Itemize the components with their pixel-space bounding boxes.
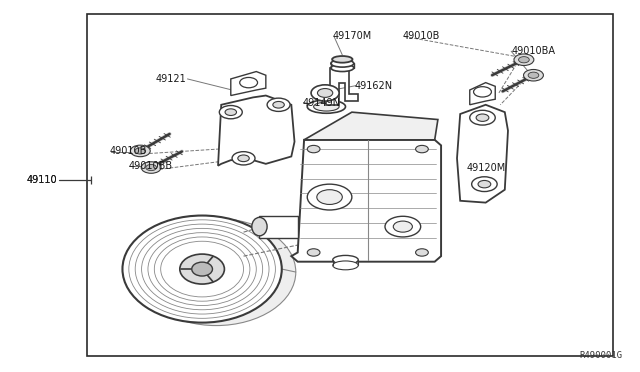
Circle shape <box>518 57 529 63</box>
Text: 49170M: 49170M <box>333 32 372 41</box>
Circle shape <box>474 87 492 97</box>
Ellipse shape <box>314 102 339 111</box>
Circle shape <box>141 162 161 173</box>
Text: R490001G: R490001G <box>580 350 623 359</box>
Ellipse shape <box>180 254 225 284</box>
Ellipse shape <box>141 228 262 310</box>
Circle shape <box>317 89 333 97</box>
Ellipse shape <box>129 220 275 318</box>
Polygon shape <box>231 71 266 96</box>
Circle shape <box>307 145 320 153</box>
Circle shape <box>470 110 495 125</box>
Circle shape <box>476 114 489 121</box>
Polygon shape <box>304 112 438 140</box>
Circle shape <box>238 155 249 161</box>
Text: 49120M: 49120M <box>467 163 506 173</box>
Circle shape <box>273 102 284 108</box>
Ellipse shape <box>307 100 346 113</box>
Ellipse shape <box>148 232 256 305</box>
Circle shape <box>307 184 352 210</box>
Ellipse shape <box>154 237 250 301</box>
Polygon shape <box>317 93 333 101</box>
Ellipse shape <box>332 56 353 62</box>
Circle shape <box>232 152 255 165</box>
Circle shape <box>478 180 491 188</box>
Ellipse shape <box>122 215 282 323</box>
Circle shape <box>311 85 339 101</box>
Circle shape <box>472 177 497 192</box>
Circle shape <box>524 70 543 81</box>
Ellipse shape <box>333 256 358 264</box>
Ellipse shape <box>192 262 212 276</box>
Text: 49162N: 49162N <box>355 81 393 90</box>
Text: 49010B: 49010B <box>109 146 147 156</box>
Text: 49010BB: 49010BB <box>129 161 173 171</box>
Polygon shape <box>291 140 441 262</box>
Circle shape <box>317 190 342 205</box>
Circle shape <box>528 72 539 78</box>
Ellipse shape <box>333 261 358 270</box>
Circle shape <box>415 249 428 256</box>
Text: 49010B: 49010B <box>403 32 440 41</box>
Text: 49149N: 49149N <box>302 97 340 108</box>
Text: 49121: 49121 <box>156 74 186 84</box>
Circle shape <box>131 145 150 157</box>
Ellipse shape <box>161 241 244 297</box>
Ellipse shape <box>331 64 354 71</box>
Circle shape <box>135 148 146 154</box>
Circle shape <box>385 216 420 237</box>
Circle shape <box>267 98 290 112</box>
Circle shape <box>240 77 257 88</box>
Text: 49110: 49110 <box>27 176 58 186</box>
Ellipse shape <box>252 217 267 236</box>
Text: 49010BA: 49010BA <box>511 46 555 56</box>
Polygon shape <box>470 83 495 105</box>
Circle shape <box>220 106 243 119</box>
Bar <box>88 14 613 356</box>
Polygon shape <box>259 215 298 238</box>
Ellipse shape <box>331 60 354 67</box>
Circle shape <box>225 109 237 115</box>
Polygon shape <box>326 68 358 105</box>
Polygon shape <box>218 96 294 166</box>
Circle shape <box>394 221 412 232</box>
Circle shape <box>307 249 320 256</box>
Polygon shape <box>457 105 508 203</box>
Text: 49110: 49110 <box>27 176 58 186</box>
Ellipse shape <box>136 218 296 326</box>
Circle shape <box>415 145 428 153</box>
Ellipse shape <box>135 224 269 314</box>
Circle shape <box>146 164 157 171</box>
Circle shape <box>514 54 534 65</box>
